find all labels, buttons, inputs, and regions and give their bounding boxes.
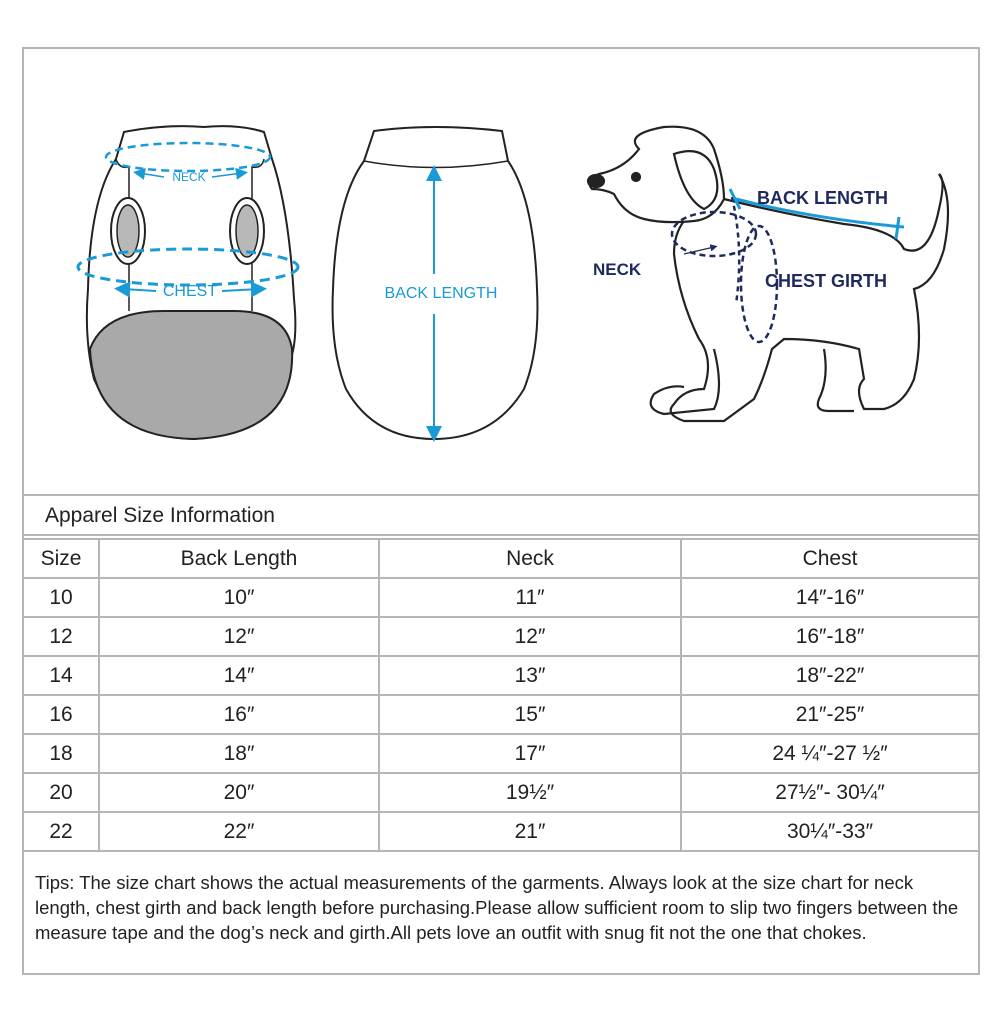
dog-chest-girth-label: CHEST GIRTH bbox=[765, 271, 887, 291]
cell-chest: 21″-25″ bbox=[680, 694, 978, 735]
neck-label: NECK bbox=[172, 170, 205, 184]
header-back-length: Back Length bbox=[98, 538, 380, 579]
table-row: 12 12″ 12″ 16″-18″ bbox=[24, 616, 978, 657]
table-row: 20 20″ 19½″ 27½″- 30¼″ bbox=[24, 772, 978, 813]
vest-back-drawing: BACK LENGTH bbox=[331, 126, 539, 442]
table-row: 10 10″ 11″ 14″-16″ bbox=[24, 577, 978, 618]
cell-back-length: 12″ bbox=[98, 616, 380, 657]
dog-drawing bbox=[586, 125, 950, 423]
header-chest: Chest bbox=[680, 538, 978, 579]
cell-back-length: 10″ bbox=[98, 577, 380, 618]
measurement-illustration: NECK CHEST BACK LENGTH bbox=[24, 49, 978, 496]
table-row: 16 16″ 15″ 21″-25″ bbox=[24, 694, 978, 735]
table-row: 22 22″ 21″ 30¼″-33″ bbox=[24, 811, 978, 852]
back-length-label: BACK LENGTH bbox=[385, 285, 498, 302]
table-row: 14 14″ 13″ 18″-22″ bbox=[24, 655, 978, 696]
tips-text: Tips: The size chart shows the actual me… bbox=[35, 872, 959, 943]
cell-neck: 17″ bbox=[378, 733, 682, 774]
cell-neck: 19½″ bbox=[378, 772, 682, 813]
cell-back-length: 14″ bbox=[98, 655, 380, 696]
cell-chest: 16″-18″ bbox=[680, 616, 978, 657]
cell-neck: 13″ bbox=[378, 655, 682, 696]
cell-neck: 21″ bbox=[378, 811, 682, 852]
cell-chest: 14″-16″ bbox=[680, 577, 978, 618]
size-chart: NECK CHEST BACK LENGTH bbox=[22, 47, 980, 975]
cell-neck: 12″ bbox=[378, 616, 682, 657]
cell-size: 16 bbox=[24, 694, 100, 735]
table-header-row: Size Back Length Neck Chest bbox=[24, 538, 978, 579]
cell-size: 14 bbox=[24, 655, 100, 696]
cell-chest: 18″-22″ bbox=[680, 655, 978, 696]
vest-front-drawing: NECK CHEST bbox=[76, 125, 300, 441]
chest-label: CHEST bbox=[163, 283, 217, 300]
table-row: 18 18″ 17″ 24 ¼″-27 ½″ bbox=[24, 733, 978, 774]
cell-size: 12 bbox=[24, 616, 100, 657]
size-table: Size Back Length Neck Chest 10 10″ 11″ 14″-… bbox=[24, 538, 978, 852]
dog-neck-label: NECK bbox=[593, 260, 642, 279]
header-size: Size bbox=[24, 538, 100, 579]
cell-chest: 30¼″-33″ bbox=[680, 811, 978, 852]
cell-back-length: 16″ bbox=[98, 694, 380, 735]
cell-neck: 15″ bbox=[378, 694, 682, 735]
header-neck: Neck bbox=[378, 538, 682, 579]
cell-back-length: 22″ bbox=[98, 811, 380, 852]
cell-neck: 11″ bbox=[378, 577, 682, 618]
cell-back-length: 18″ bbox=[98, 733, 380, 774]
cell-size: 10 bbox=[24, 577, 100, 618]
dog-back-length-label: BACK LENGTH bbox=[757, 188, 888, 208]
cell-chest: 24 ¼″-27 ½″ bbox=[680, 733, 978, 774]
cell-size: 22 bbox=[24, 811, 100, 852]
table-title: Apparel Size Information bbox=[24, 496, 978, 536]
cell-size: 20 bbox=[24, 772, 100, 813]
cell-back-length: 20″ bbox=[98, 772, 380, 813]
cell-chest: 27½″- 30¼″ bbox=[680, 772, 978, 813]
cell-size: 18 bbox=[24, 733, 100, 774]
